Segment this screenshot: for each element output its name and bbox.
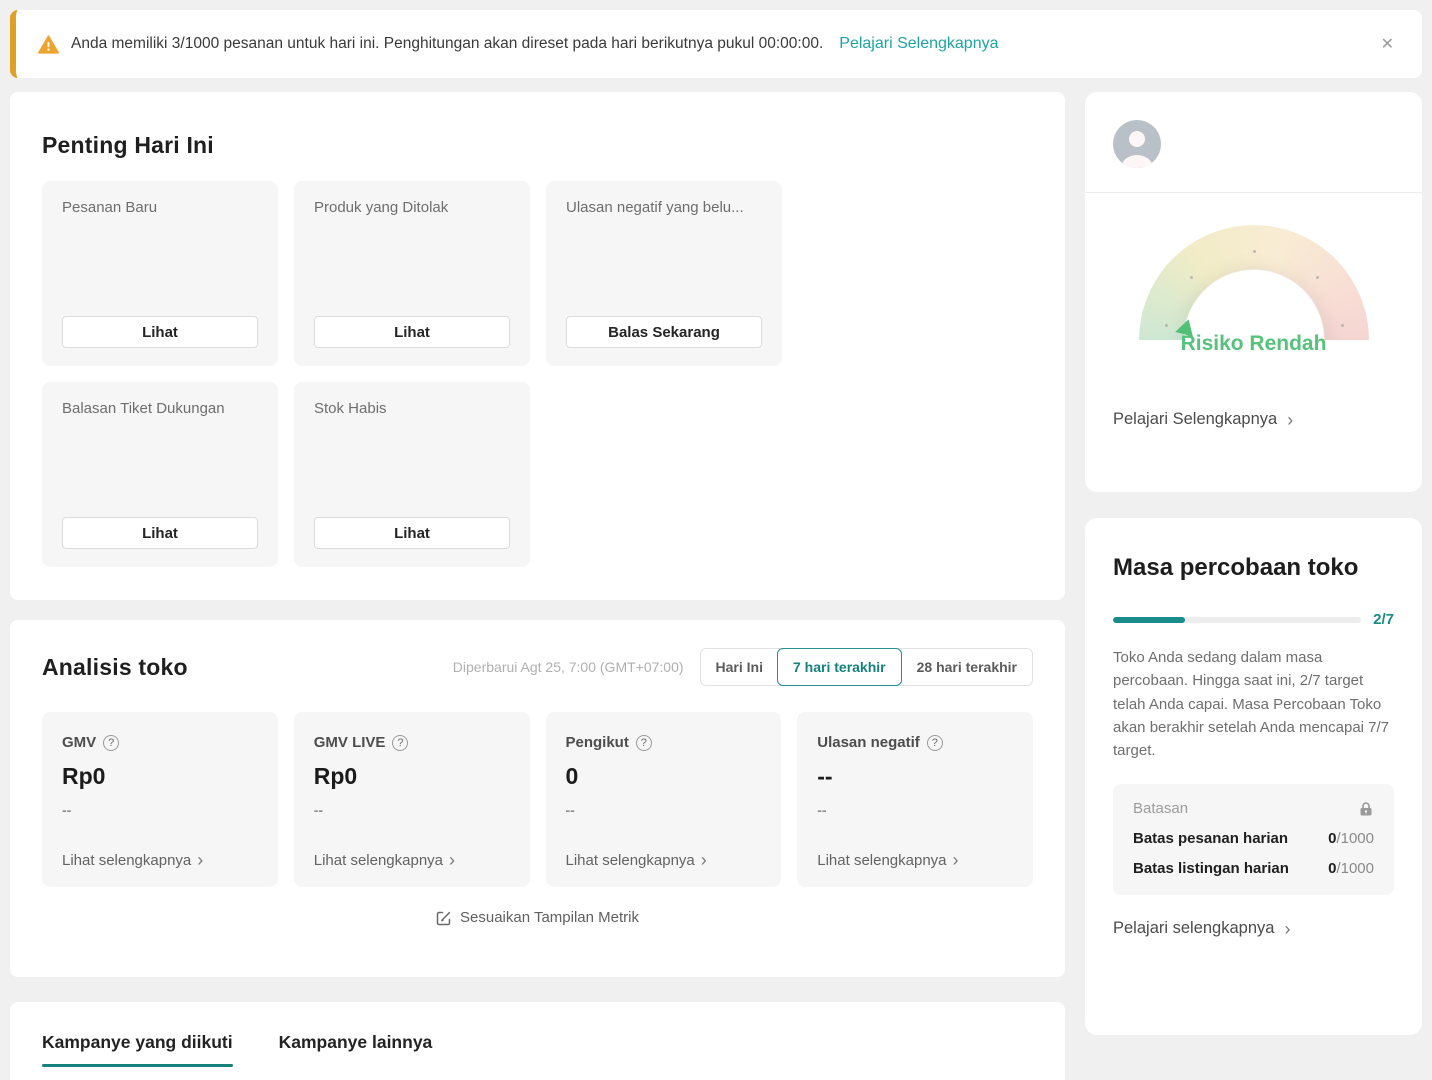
tab-joined-campaigns[interactable]: Kampanye yang diikuti: [42, 1032, 233, 1067]
card-support-ticket-replies: Balasan Tiket Dukungan Lihat: [42, 382, 278, 567]
card-label: Produk yang Ditolak: [314, 199, 449, 216]
see-more-link[interactable]: Lihat selengkapnya ›: [817, 850, 959, 870]
metric-change: --: [313, 802, 324, 818]
main-column: Penting Hari Ini Pesanan Baru Lihat Prod…: [10, 92, 1065, 1080]
chevron-right-icon: ›: [700, 850, 707, 870]
person-icon: [1121, 131, 1153, 168]
shop-trial-card: Masa percobaan toko 2/7 Toko Anda sedang…: [1085, 518, 1422, 1035]
metric-gmv-live: GMV LIVE ? Rp0 -- Lihat selengkapnya ›: [293, 712, 530, 887]
shop-risk-card: Risiko Rendah Pelajari Selengkapnya ›: [1085, 92, 1422, 492]
view-support-tickets-button[interactable]: Lihat: [62, 517, 258, 549]
limit-value: 0: [1328, 830, 1337, 848]
progress-bar-fill: [1113, 616, 1185, 623]
view-out-of-stock-button[interactable]: Lihat: [314, 517, 510, 549]
metric-followers: Pengikut ? 0 -- Lihat selengkapnya ›: [545, 712, 782, 887]
close-icon[interactable]: ✕: [1380, 36, 1394, 53]
metric-value: 0: [565, 763, 579, 789]
limit-label: Batas pesanan harian: [1133, 830, 1289, 848]
chevron-right-icon: ›: [1284, 918, 1291, 939]
metric-gmv: GMV ? Rp0 -- Lihat selengkapnya ›: [42, 712, 278, 887]
card-rejected-products: Produk yang Ditolak Lihat: [294, 181, 530, 366]
risk-gauge: Risiko Rendah: [1113, 225, 1394, 356]
trial-title: Masa percobaan toko: [1113, 554, 1359, 581]
metric-label: GMV: [62, 734, 97, 751]
banner-learn-more-link[interactable]: Pelajari Selengkapnya: [839, 35, 999, 52]
banner-message: Anda memiliki 3/1000 pesanan untuk hari …: [71, 35, 824, 52]
card-out-of-stock: Stok Habis Lihat: [294, 382, 530, 567]
important-today-cards: Pesanan Baru Lihat Produk yang Ditolak L…: [42, 181, 1033, 567]
limit-value: 0: [1328, 860, 1337, 878]
limit-row-orders: Batas pesanan harian 0/1000: [1133, 830, 1374, 847]
help-icon[interactable]: ?: [103, 734, 120, 751]
important-today-panel: Penting Hari Ini Pesanan Baru Lihat Prod…: [10, 92, 1065, 600]
limits-title: Batasan: [1133, 800, 1189, 818]
shop-analytics-panel: Analisis toko Diperbarui Agt 25, 7:00 (G…: [10, 620, 1065, 977]
metric-change: --: [565, 802, 575, 818]
limit-total: /1000: [1336, 860, 1374, 878]
card-label: Stok Habis: [314, 400, 387, 417]
limit-total: /1000: [1336, 830, 1374, 848]
avatar[interactable]: [1113, 120, 1161, 168]
analytics-updated-timestamp: Diperbarui Agt 25, 7:00 (GMT+07:00): [452, 659, 684, 675]
card-new-orders: Pesanan Baru Lihat: [42, 181, 278, 366]
chevron-right-icon: ›: [1287, 409, 1294, 430]
card-label: Pesanan Baru: [62, 199, 158, 216]
chevron-right-icon: ›: [449, 850, 456, 870]
metric-cards: GMV ? Rp0 -- Lihat selengkapnya › GMV LI…: [42, 712, 1033, 887]
date-range-selector: Hari Ini 7 hari terakhir 28 hari terakhi…: [699, 648, 1033, 686]
metric-label: Ulasan negatif: [817, 734, 920, 751]
metric-label: GMV LIVE: [313, 734, 386, 751]
see-more-link[interactable]: Lihat selengkapnya ›: [313, 850, 456, 870]
risk-learn-more-link[interactable]: Pelajari Selengkapnya ›: [1113, 409, 1294, 430]
chevron-right-icon: ›: [197, 850, 204, 870]
see-more-link[interactable]: Lihat selengkapnya ›: [62, 850, 204, 870]
lock-icon: [1360, 802, 1372, 816]
tab-other-campaigns[interactable]: Kampanye lainnya: [278, 1032, 433, 1052]
analytics-title: Analisis toko: [42, 653, 188, 680]
help-icon[interactable]: ?: [926, 734, 943, 751]
metric-change: --: [817, 802, 827, 818]
metric-value: Rp0: [313, 763, 358, 789]
order-limit-banner: Anda memiliki 3/1000 pesanan untuk hari …: [10, 10, 1422, 78]
metric-value: Rp0: [62, 763, 106, 789]
risk-gauge-dial: [1138, 225, 1369, 340]
range-last-7-days[interactable]: 7 hari terakhir: [777, 648, 902, 686]
customize-metrics-button[interactable]: Sesuaikan Tampilan Metrik: [42, 909, 1033, 926]
reply-now-button[interactable]: Balas Sekarang: [566, 316, 762, 348]
card-label: Ulasan negatif yang belu...: [566, 199, 744, 216]
view-rejected-products-button[interactable]: Lihat: [314, 316, 510, 348]
metric-negative-reviews: Ulasan negatif ? -- -- Lihat selengkapny…: [797, 712, 1033, 887]
limit-row-listings: Batas listingan harian 0/1000: [1133, 860, 1374, 877]
edit-icon: [436, 911, 451, 925]
range-today[interactable]: Hari Ini: [715, 659, 763, 675]
trial-learn-more-link[interactable]: Pelajari selengkapnya ›: [1113, 918, 1291, 939]
trial-description: Toko Anda sedang dalam masa percobaan. H…: [1113, 649, 1390, 760]
important-today-title: Penting Hari Ini: [42, 132, 214, 158]
campaigns-panel: Kampanye yang diikuti Kampanye lainnya: [10, 1002, 1065, 1080]
progress-bar: [1113, 616, 1362, 623]
help-icon[interactable]: ?: [392, 734, 409, 751]
metric-value: --: [817, 763, 833, 789]
chevron-right-icon: ›: [952, 850, 959, 870]
divider: [1085, 192, 1422, 193]
metric-label: Pengikut: [565, 734, 629, 751]
card-negative-reviews: Ulasan negatif yang belu... Balas Sekara…: [546, 181, 782, 366]
view-new-orders-button[interactable]: Lihat: [62, 316, 258, 348]
see-more-link[interactable]: Lihat selengkapnya ›: [565, 850, 707, 870]
help-icon[interactable]: ?: [635, 734, 652, 751]
trial-progress: 2/7: [1113, 611, 1394, 628]
warning-triangle-icon: [38, 34, 59, 54]
limits-box: Batasan Batas pesanan harian 0/1000: [1113, 784, 1394, 896]
side-column: Risiko Rendah Pelajari Selengkapnya › Ma…: [1085, 92, 1422, 1035]
range-last-28-days[interactable]: 28 hari terakhir: [900, 649, 1032, 685]
metric-change: --: [62, 802, 72, 818]
progress-label: 2/7: [1373, 611, 1394, 629]
limit-label: Batas listingan harian: [1133, 860, 1289, 878]
card-label: Balasan Tiket Dukungan: [62, 400, 225, 417]
risk-status-label: Risiko Rendah: [1180, 332, 1327, 355]
campaign-tabs: Kampanye yang diikuti Kampanye lainnya: [42, 1032, 1033, 1067]
